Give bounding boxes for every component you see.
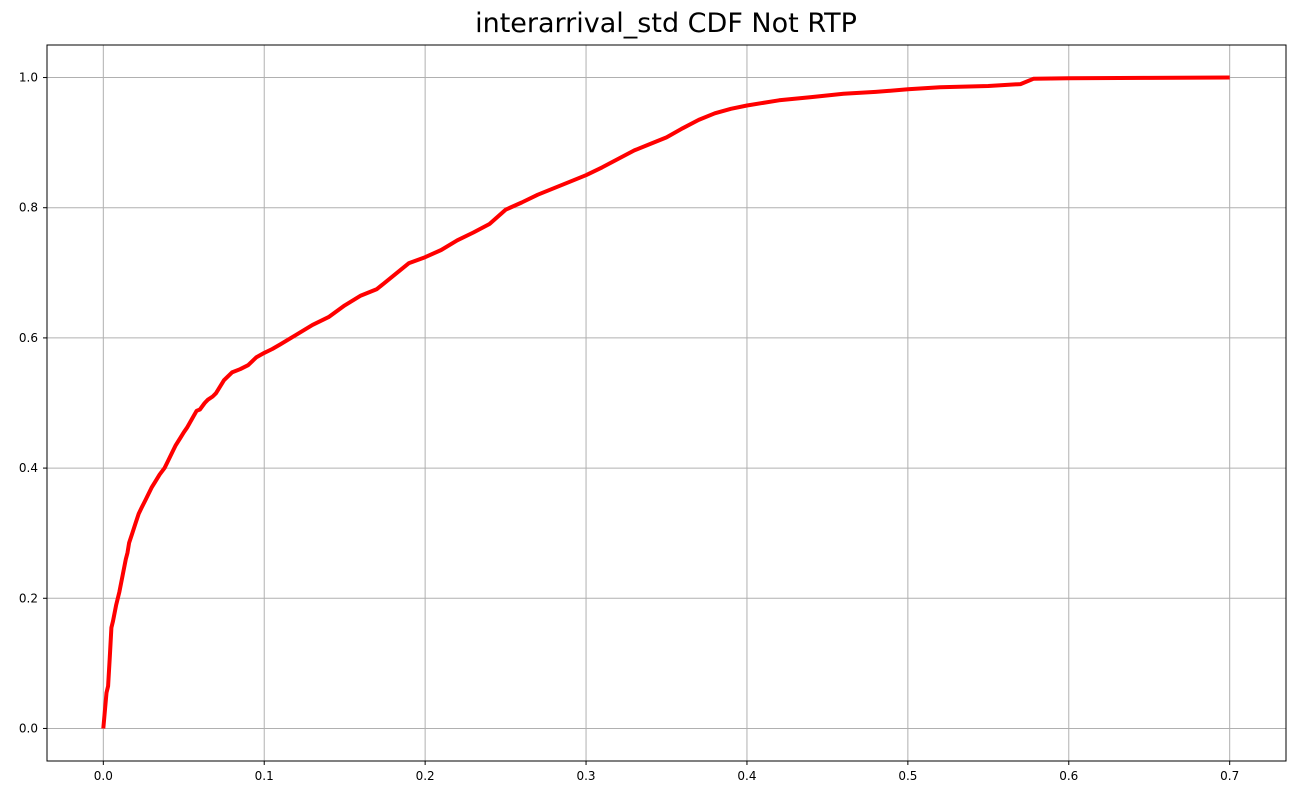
y-tick-label: 0.6 bbox=[19, 331, 38, 345]
x-tick-label: 0.7 bbox=[1220, 769, 1239, 783]
x-tick-label: 0.6 bbox=[1059, 769, 1078, 783]
y-tick-label: 1.0 bbox=[19, 71, 38, 85]
y-tick-label: 0.0 bbox=[19, 721, 38, 735]
grid-layer bbox=[47, 45, 1286, 761]
x-tick-label: 0.3 bbox=[576, 769, 595, 783]
x-tick-label: 0.5 bbox=[898, 769, 917, 783]
plot-frame bbox=[46, 44, 1287, 762]
cdf-series-line bbox=[101, 75, 1230, 729]
x-tick-label: 0.2 bbox=[416, 769, 435, 783]
series-layer bbox=[101, 75, 1230, 729]
y-tick-label: 0.2 bbox=[19, 591, 38, 605]
tick-layer: 0.0 0.1 0.2 0.3 0.4 0.5 0.6 0.7 0.0 0.2 0.4 0.6 0.8 1… bbox=[19, 71, 1239, 783]
y-tick-label: 0.4 bbox=[19, 461, 38, 475]
x-tick-label: 0.0 bbox=[94, 769, 113, 783]
x-tick-label: 0.1 bbox=[255, 769, 274, 783]
x-tick-label: 0.4 bbox=[737, 769, 756, 783]
y-tick-label: 0.8 bbox=[19, 201, 38, 215]
chart-title: interarrival_std CDF Not RTP bbox=[475, 8, 857, 39]
